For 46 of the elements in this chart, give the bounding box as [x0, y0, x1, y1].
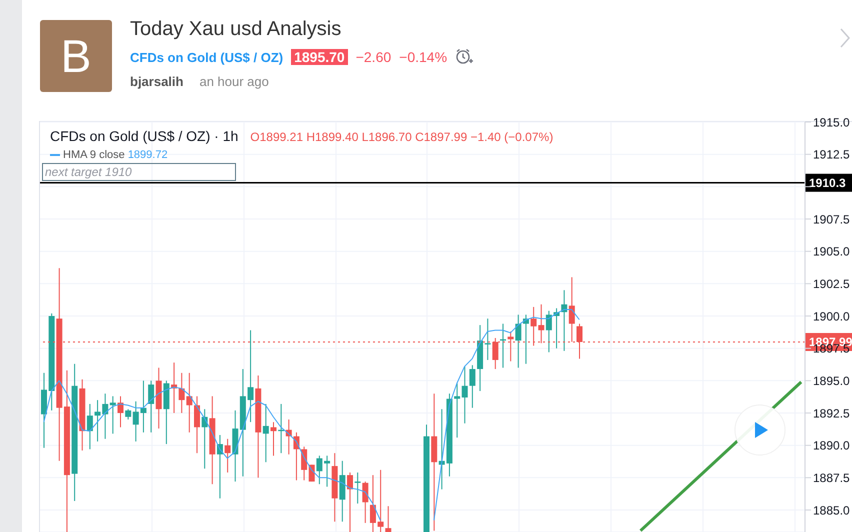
candlestick: [462, 366, 468, 424]
y-tick-label: 1907.5: [813, 212, 850, 226]
y-tick-label: 1885.0: [813, 503, 850, 518]
text: −0.14%: [399, 49, 448, 65]
candlestick: [262, 403, 269, 463]
candlestick: [194, 396, 200, 454]
ref-line-label: 1910.3: [809, 176, 846, 190]
text: 1895.70: [291, 49, 348, 65]
annotation: 1899.72: [128, 149, 168, 161]
y-tick-label: 1890.0: [813, 438, 850, 453]
candlestick: [515, 314, 522, 368]
y-tick-label: 1895.0: [813, 374, 850, 388]
candlestick: [110, 396, 116, 434]
candlestick: [362, 481, 368, 524]
candlestick: [469, 364, 476, 408]
candlestick: [178, 372, 185, 414]
chart-subtitle: CFDs on Gold (US$ / OZ): [130, 50, 284, 64]
legend-label: HMA 9 close: [63, 149, 125, 161]
y-tick-label: 1900.0: [813, 309, 850, 324]
candlestick: [125, 408, 132, 420]
y-tick-label: 1905.0: [813, 244, 850, 259]
y-tick-label: 1912.5: [813, 148, 850, 162]
avatar: B: [40, 20, 112, 92]
annotation: CFDs on Gold (US$ / OZ) · 1h: [50, 128, 238, 144]
candlestick: [385, 506, 392, 532]
candlestick: [347, 472, 353, 532]
chart-title: Today Xau usd Analysis: [130, 18, 342, 41]
candlestick: [301, 446, 308, 481]
candlestick: [270, 422, 276, 456]
y-tick-label: 1902.5: [813, 276, 850, 291]
y-tick-label: 1887.5: [813, 470, 850, 485]
candlestick: [454, 382, 460, 438]
text: bjarsalih: [130, 74, 184, 89]
text: −2.60: [356, 49, 392, 65]
annotation: next target 1910: [42, 163, 236, 181]
candlestick: [186, 372, 192, 433]
y-tick-label: 1892.5: [813, 406, 850, 420]
candlestick: [354, 472, 361, 504]
y-tick-label: 1915.0: [813, 115, 850, 130]
candlestick: [86, 403, 93, 450]
candlestick: [148, 380, 154, 433]
candlestick: [224, 438, 231, 474]
candlestick: [546, 310, 552, 353]
annotation: O1899.21 H1899.40 L1896.70 C1897.99 −1.40 (−0.07%): [250, 130, 554, 144]
candlestick: [118, 396, 124, 428]
text: an hour ago: [199, 74, 269, 89]
